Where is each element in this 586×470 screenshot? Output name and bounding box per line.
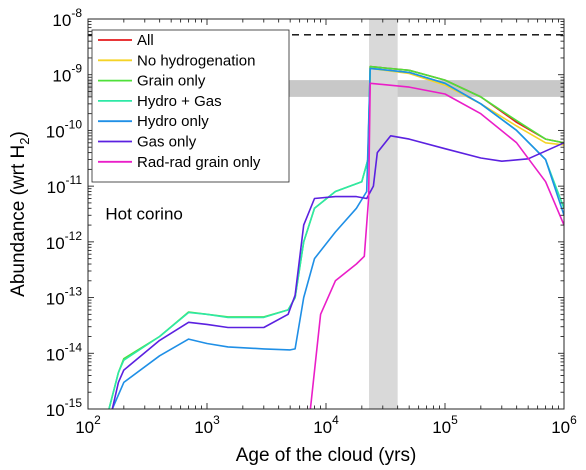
series-lines xyxy=(108,65,564,409)
y-tick-label: 10-11 xyxy=(47,173,83,197)
legend-label: Hydro only xyxy=(137,113,209,130)
x-tick-label: 106 xyxy=(551,413,577,437)
y-tick-label: 10-9 xyxy=(52,62,82,86)
y-tick-labels: 10-15 10-14 10-13 10-12 10-11 10-10 10-9 10-8 xyxy=(46,6,83,420)
y-axis-title: Abundance (wrt H2) xyxy=(8,131,32,297)
series-line-rad-rad-grain-only xyxy=(309,82,564,409)
legend-label: Gas only xyxy=(137,134,197,151)
legend-label: Hydro + Gas xyxy=(137,93,222,110)
y-tick-label: 10-8 xyxy=(52,6,82,30)
axis-ticks xyxy=(87,18,565,410)
y-tick-label: 10-12 xyxy=(46,229,83,253)
legend-label: No hydrogenation xyxy=(137,52,255,69)
x-tick-labels: 102 103 104 105 106 xyxy=(75,413,577,437)
legend-box xyxy=(91,29,290,183)
series-line-hydro-only xyxy=(111,67,564,409)
legend-label: Rad-rad grain only xyxy=(137,154,261,171)
vertical-shaded-band xyxy=(369,19,398,409)
x-tick-label: 103 xyxy=(194,413,220,437)
svg-text:Abundance (wrt H2): Abundance (wrt H2) xyxy=(8,131,32,297)
y-tick-label: 10-13 xyxy=(46,285,83,309)
y-axis-title-main: Abundance (wrt H xyxy=(8,145,29,297)
x-tick-label: 104 xyxy=(313,413,339,437)
legend: All No hydrogenation Grain only Hydro + Gas… xyxy=(91,29,290,183)
x-tick-label: 105 xyxy=(432,413,458,437)
y-axis-title-close: ) xyxy=(8,131,29,137)
series-line-gas-only xyxy=(111,135,564,409)
y-tick-label: 10-15 xyxy=(46,396,83,420)
y-tick-label: 10-14 xyxy=(46,340,83,364)
legend-label: All xyxy=(137,32,154,49)
x-axis-title: Age of the cloud (yrs) xyxy=(236,445,417,466)
legend-label: Grain only xyxy=(137,73,206,90)
hot-corino-annotation: Hot corino xyxy=(105,205,182,224)
y-tick-label: 10-10 xyxy=(46,117,83,141)
x-tick-label: 102 xyxy=(75,413,101,437)
y-axis-title-subscript: 2 xyxy=(17,138,32,145)
